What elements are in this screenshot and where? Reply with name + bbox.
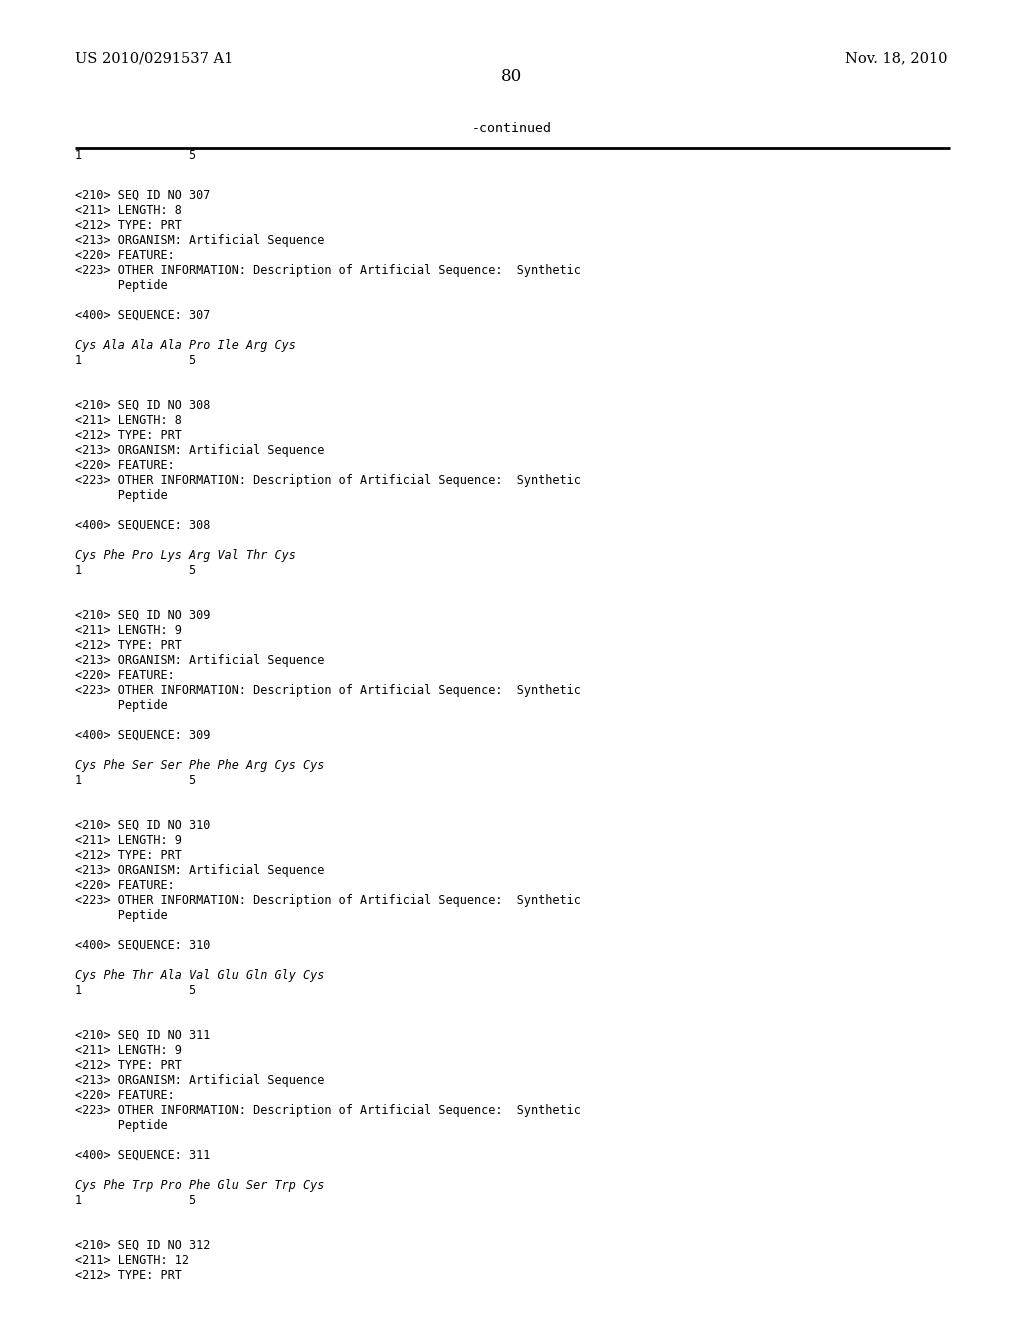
Text: <223> OTHER INFORMATION: Description of Artificial Sequence:  Synthetic: <223> OTHER INFORMATION: Description of … xyxy=(75,894,581,907)
Text: Nov. 18, 2010: Nov. 18, 2010 xyxy=(845,51,947,65)
Text: <220> FEATURE:: <220> FEATURE: xyxy=(75,249,175,261)
Text: Peptide: Peptide xyxy=(75,488,168,502)
Text: Peptide: Peptide xyxy=(75,700,168,711)
Text: <212> TYPE: PRT: <212> TYPE: PRT xyxy=(75,1269,182,1282)
Text: <212> TYPE: PRT: <212> TYPE: PRT xyxy=(75,429,182,442)
Text: <211> LENGTH: 9: <211> LENGTH: 9 xyxy=(75,1044,182,1057)
Text: US 2010/0291537 A1: US 2010/0291537 A1 xyxy=(75,51,233,65)
Text: <220> FEATURE:: <220> FEATURE: xyxy=(75,879,175,892)
Text: <223> OTHER INFORMATION: Description of Artificial Sequence:  Synthetic: <223> OTHER INFORMATION: Description of … xyxy=(75,474,581,487)
Text: <211> LENGTH: 8: <211> LENGTH: 8 xyxy=(75,205,182,216)
Text: <213> ORGANISM: Artificial Sequence: <213> ORGANISM: Artificial Sequence xyxy=(75,653,325,667)
Text: <400> SEQUENCE: 307: <400> SEQUENCE: 307 xyxy=(75,309,210,322)
Text: <211> LENGTH: 12: <211> LENGTH: 12 xyxy=(75,1254,189,1267)
Text: <210> SEQ ID NO 310: <210> SEQ ID NO 310 xyxy=(75,818,210,832)
Text: <210> SEQ ID NO 308: <210> SEQ ID NO 308 xyxy=(75,399,210,412)
Text: Peptide: Peptide xyxy=(75,279,168,292)
Text: 1               5: 1 5 xyxy=(75,774,197,787)
Text: Cys Ala Ala Ala Pro Ile Arg Cys: Cys Ala Ala Ala Pro Ile Arg Cys xyxy=(75,339,296,352)
Text: <210> SEQ ID NO 307: <210> SEQ ID NO 307 xyxy=(75,189,210,202)
Text: Cys Phe Thr Ala Val Glu Gln Gly Cys: Cys Phe Thr Ala Val Glu Gln Gly Cys xyxy=(75,969,325,982)
Text: 1               5: 1 5 xyxy=(75,354,197,367)
Text: <223> OTHER INFORMATION: Description of Artificial Sequence:  Synthetic: <223> OTHER INFORMATION: Description of … xyxy=(75,1104,581,1117)
Text: <213> ORGANISM: Artificial Sequence: <213> ORGANISM: Artificial Sequence xyxy=(75,1074,325,1086)
Text: <210> SEQ ID NO 311: <210> SEQ ID NO 311 xyxy=(75,1030,210,1041)
Text: <212> TYPE: PRT: <212> TYPE: PRT xyxy=(75,639,182,652)
Text: 1               5: 1 5 xyxy=(75,564,197,577)
Text: <211> LENGTH: 8: <211> LENGTH: 8 xyxy=(75,414,182,426)
Text: 1               5: 1 5 xyxy=(75,1195,197,1206)
Text: <213> ORGANISM: Artificial Sequence: <213> ORGANISM: Artificial Sequence xyxy=(75,234,325,247)
Text: Cys Phe Pro Lys Arg Val Thr Cys: Cys Phe Pro Lys Arg Val Thr Cys xyxy=(75,549,296,562)
Text: 80: 80 xyxy=(502,69,522,84)
Text: <220> FEATURE:: <220> FEATURE: xyxy=(75,1089,175,1102)
Text: <400> SEQUENCE: 308: <400> SEQUENCE: 308 xyxy=(75,519,210,532)
Text: <211> LENGTH: 9: <211> LENGTH: 9 xyxy=(75,624,182,638)
Text: <220> FEATURE:: <220> FEATURE: xyxy=(75,669,175,682)
Text: <400> SEQUENCE: 311: <400> SEQUENCE: 311 xyxy=(75,1148,210,1162)
Text: <213> ORGANISM: Artificial Sequence: <213> ORGANISM: Artificial Sequence xyxy=(75,444,325,457)
Text: Peptide: Peptide xyxy=(75,909,168,921)
Text: Cys Phe Ser Ser Phe Phe Arg Cys Cys: Cys Phe Ser Ser Phe Phe Arg Cys Cys xyxy=(75,759,325,772)
Text: <220> FEATURE:: <220> FEATURE: xyxy=(75,459,175,473)
Text: <211> LENGTH: 9: <211> LENGTH: 9 xyxy=(75,834,182,847)
Text: <223> OTHER INFORMATION: Description of Artificial Sequence:  Synthetic: <223> OTHER INFORMATION: Description of … xyxy=(75,684,581,697)
Text: <212> TYPE: PRT: <212> TYPE: PRT xyxy=(75,1059,182,1072)
Text: <400> SEQUENCE: 310: <400> SEQUENCE: 310 xyxy=(75,939,210,952)
Text: <212> TYPE: PRT: <212> TYPE: PRT xyxy=(75,849,182,862)
Text: -continued: -continued xyxy=(472,121,552,135)
Text: 1               5: 1 5 xyxy=(75,149,197,162)
Text: <213> ORGANISM: Artificial Sequence: <213> ORGANISM: Artificial Sequence xyxy=(75,865,325,876)
Text: <210> SEQ ID NO 312: <210> SEQ ID NO 312 xyxy=(75,1239,210,1251)
Text: <212> TYPE: PRT: <212> TYPE: PRT xyxy=(75,219,182,232)
Text: Peptide: Peptide xyxy=(75,1119,168,1133)
Text: Cys Phe Trp Pro Phe Glu Ser Trp Cys: Cys Phe Trp Pro Phe Glu Ser Trp Cys xyxy=(75,1179,325,1192)
Text: <210> SEQ ID NO 309: <210> SEQ ID NO 309 xyxy=(75,609,210,622)
Text: <400> SEQUENCE: 309: <400> SEQUENCE: 309 xyxy=(75,729,210,742)
Text: 1               5: 1 5 xyxy=(75,983,197,997)
Text: <223> OTHER INFORMATION: Description of Artificial Sequence:  Synthetic: <223> OTHER INFORMATION: Description of … xyxy=(75,264,581,277)
